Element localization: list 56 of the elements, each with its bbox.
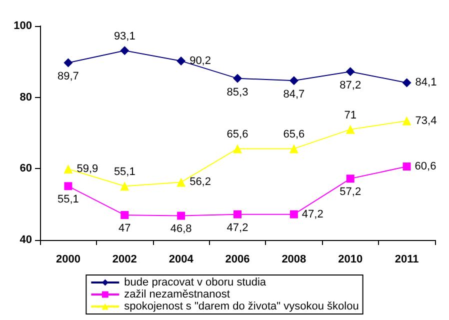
- point: [233, 144, 242, 154]
- data-label: 84,1: [415, 76, 437, 89]
- data-label: 93,1: [114, 30, 136, 43]
- point: [346, 124, 355, 134]
- point: [346, 174, 354, 183]
- point: [120, 211, 129, 220]
- point: [402, 78, 412, 88]
- point: [64, 164, 73, 174]
- point: [176, 178, 186, 187]
- point: [346, 67, 355, 76]
- y-tick-label: 100: [14, 20, 32, 32]
- x-tick-label: 2002: [112, 254, 137, 266]
- legend-label: zažil nezaměstnanost: [124, 288, 230, 300]
- data-label: 47: [118, 222, 131, 235]
- data-label: 65,6: [226, 128, 248, 141]
- data-label: 90,2: [190, 54, 211, 67]
- x-tick-label: 2004: [168, 254, 194, 266]
- y-tick-label: 80: [20, 91, 32, 104]
- point: [120, 46, 130, 56]
- legend-label: bude pracovat v oboru studia: [124, 276, 267, 288]
- data-label: 47,2: [226, 222, 248, 234]
- data-label: 57,2: [340, 186, 362, 198]
- x-tick-label: 2000: [56, 254, 80, 266]
- point: [64, 58, 73, 68]
- data-label: 56,2: [190, 176, 211, 188]
- y-tick-label: 40: [20, 234, 32, 246]
- point: [234, 210, 242, 218]
- point: [64, 182, 72, 190]
- data-label: 60,6: [414, 160, 436, 173]
- data-label: 84,7: [283, 88, 305, 101]
- data-label: 71: [344, 109, 356, 122]
- point: [177, 212, 186, 220]
- point: [176, 56, 186, 66]
- x-tick-label: 2006: [225, 254, 250, 266]
- point: [289, 144, 298, 154]
- data-label: 46,8: [170, 223, 192, 236]
- point: [402, 116, 412, 126]
- point: [289, 76, 298, 86]
- data-label: 55,1: [114, 166, 136, 178]
- data-label: 59,9: [76, 163, 98, 176]
- data-label: 73,4: [415, 114, 437, 127]
- x-tick-label: 2010: [338, 254, 363, 266]
- data-label: 89,7: [58, 70, 79, 83]
- point: [233, 74, 242, 83]
- data-label: 65,6: [283, 128, 305, 141]
- y-tick-label: 60: [20, 162, 32, 175]
- data-label: 55,1: [58, 194, 79, 206]
- data-label: 85,3: [226, 86, 248, 98]
- point: [120, 182, 130, 191]
- legend-label: spokojenost s "darem do života" vysokou školou: [124, 300, 359, 312]
- point: [402, 162, 411, 171]
- x-tick-label: 2011: [394, 254, 419, 266]
- data-label: 87,2: [340, 80, 362, 92]
- point: [290, 210, 298, 218]
- x-tick-label: 2008: [282, 254, 306, 266]
- data-label: 47,2: [302, 208, 324, 220]
